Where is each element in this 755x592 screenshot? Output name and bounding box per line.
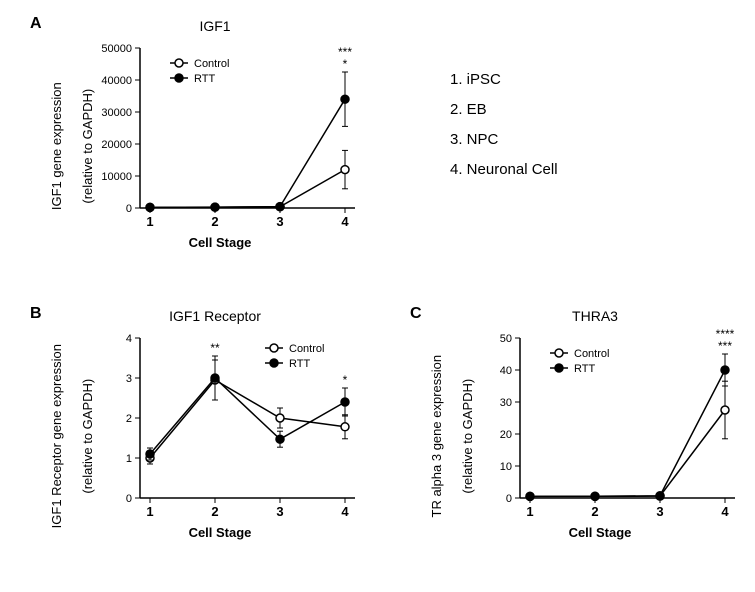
stage-legend-key: 1. iPSC 2. EB 3. NPC 4. Neuronal Cell xyxy=(450,65,558,185)
svg-text:20000: 20000 xyxy=(101,139,132,151)
panel-a-xlabel: Cell Stage xyxy=(150,235,290,250)
svg-text:0: 0 xyxy=(126,493,132,505)
svg-text:1: 1 xyxy=(526,504,533,519)
svg-text:RTT: RTT xyxy=(289,358,310,370)
svg-text:2: 2 xyxy=(591,504,598,519)
svg-text:2: 2 xyxy=(126,413,132,425)
panel-b-ylabel: IGF1 Receptor gene expression (relative … xyxy=(33,331,95,541)
svg-text:10: 10 xyxy=(500,461,512,473)
svg-text:3: 3 xyxy=(276,504,283,519)
panel-c-title: THRA3 xyxy=(465,308,725,324)
svg-text:20: 20 xyxy=(500,429,512,441)
figure-container: A IGF1 IGF1 gene expression (relative to… xyxy=(15,15,740,577)
svg-text:10000: 10000 xyxy=(101,171,132,183)
panel-a: A IGF1 IGF1 gene expression (relative to… xyxy=(35,20,385,275)
svg-text:40: 40 xyxy=(500,365,512,377)
svg-text:0: 0 xyxy=(506,493,512,505)
panel-b-xlabel: Cell Stage xyxy=(150,525,290,540)
svg-text:30000: 30000 xyxy=(101,107,132,119)
svg-text:4: 4 xyxy=(341,504,349,519)
panel-b: B IGF1 Receptor IGF1 Receptor gene expre… xyxy=(35,310,385,565)
panel-c-chart: 0 10 20 30 40 50 1 2 3 4 ******* Control RTT xyxy=(475,328,755,538)
stage-key-2: 2. EB xyxy=(450,95,558,125)
panel-c: C THRA3 TR alpha 3 gene expression (rela… xyxy=(415,310,755,565)
svg-text:50: 50 xyxy=(500,333,512,345)
svg-text:0: 0 xyxy=(126,203,132,215)
svg-text:RTT: RTT xyxy=(574,363,595,375)
svg-text:2: 2 xyxy=(211,504,218,519)
svg-text:*: * xyxy=(343,373,348,387)
svg-text:1: 1 xyxy=(146,504,153,519)
svg-text:30: 30 xyxy=(500,397,512,409)
panel-a-ylabel: IGF1 gene expression (relative to GAPDH) xyxy=(33,51,95,241)
stage-key-3: 3. NPC xyxy=(450,125,558,155)
panel-c-ylabel: TR alpha 3 gene expression (relative to … xyxy=(413,341,475,531)
svg-text:4: 4 xyxy=(721,504,729,519)
svg-text:4: 4 xyxy=(341,214,349,229)
svg-text:3: 3 xyxy=(656,504,663,519)
svg-text:Control: Control xyxy=(194,58,229,70)
panel-a-label: A xyxy=(30,15,42,33)
panel-b-label: B xyxy=(30,305,42,323)
panel-b-chart: 012341234***ControlRTT xyxy=(95,328,375,538)
svg-text:50000: 50000 xyxy=(101,43,132,55)
panel-b-title: IGF1 Receptor xyxy=(85,308,345,324)
svg-text:1: 1 xyxy=(146,214,153,229)
stage-key-1: 1. iPSC xyxy=(450,65,558,95)
panel-a-chart: 0 10000 20000 30000 40000 50000 1 2 3 4 **** Contro… xyxy=(95,38,375,248)
svg-text:***: *** xyxy=(338,45,352,59)
svg-text:40000: 40000 xyxy=(101,75,132,87)
svg-text:Control: Control xyxy=(289,343,324,355)
svg-text:**: ** xyxy=(210,341,220,355)
svg-text:Control: Control xyxy=(574,348,609,360)
svg-text:***: *** xyxy=(718,339,732,353)
svg-text:3: 3 xyxy=(276,214,283,229)
panel-c-label: C xyxy=(410,305,422,323)
stage-key-4: 4. Neuronal Cell xyxy=(450,155,558,185)
svg-text:1: 1 xyxy=(126,453,132,465)
svg-text:4: 4 xyxy=(126,333,132,345)
panel-c-xlabel: Cell Stage xyxy=(530,525,670,540)
svg-text:2: 2 xyxy=(211,214,218,229)
svg-text:3: 3 xyxy=(126,373,132,385)
svg-text:*: * xyxy=(343,57,348,71)
panel-a-title: IGF1 xyxy=(85,18,345,34)
svg-text:****: **** xyxy=(716,328,735,341)
svg-text:RTT: RTT xyxy=(194,73,215,85)
